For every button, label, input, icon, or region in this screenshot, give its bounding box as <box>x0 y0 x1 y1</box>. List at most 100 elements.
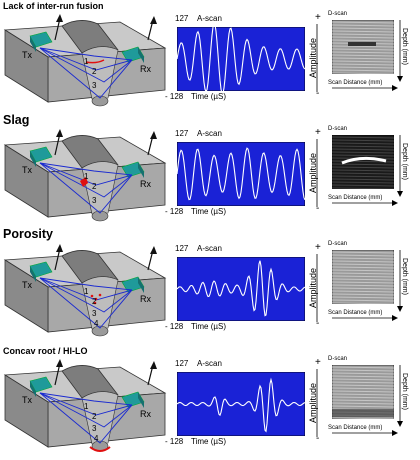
amplitude-minus-label: - <box>316 433 320 444</box>
ascan-max-label: 127 <box>175 14 189 23</box>
ascan-min-label: - 128 <box>165 437 184 446</box>
tx-label: Tx <box>22 395 32 405</box>
ascan-min-label: - 128 <box>165 322 184 331</box>
defect-marker <box>85 59 105 64</box>
amplitude-minus-label: - <box>316 203 320 214</box>
amplitude-arrow <box>316 139 318 207</box>
ascan-time-axis-label: Time (µS) <box>191 207 226 216</box>
tx-probe <box>29 146 53 167</box>
rx-label: Rx <box>140 64 151 74</box>
ascan-max-label: 127 <box>175 129 189 138</box>
dscan-axes-arrows <box>332 135 403 206</box>
weld-block-diagram: Tx Rx 12 3 <box>3 14 167 107</box>
amplitude-plus-label: + <box>315 12 321 23</box>
weld-block-diagram: Tx Rx 12 34 <box>3 359 167 452</box>
tx-probe <box>29 376 53 397</box>
beam-path-number: 1 <box>84 172 89 181</box>
beam-path-number: 2 <box>92 297 97 306</box>
a-scan-waveform <box>177 372 305 436</box>
beam-paths <box>39 162 133 214</box>
tx-probe <box>29 31 53 52</box>
defect-title: Lack of inter-run fusion <box>3 1 104 11</box>
amplitude-plus-label: + <box>315 357 321 368</box>
defect-row: Lack of inter-run fusion Tx Rx 1 2 3 127 A-scan… <box>0 0 420 115</box>
d-scan-panel: D-scan Depth (mm) Scan Distance (mm) <box>328 11 420 107</box>
ascan-time-axis-label: Time (µS) <box>191 322 226 331</box>
dscan-title: D-scan <box>328 126 348 132</box>
beam-path-number: 2 <box>92 412 97 421</box>
beam-path-number: 1 <box>84 57 89 66</box>
dscan-axes-arrows <box>332 250 403 321</box>
dscan-title: D-scan <box>328 356 348 362</box>
rx-label: Rx <box>140 294 151 304</box>
a-scan-panel: 127 A-scan - 128 Time (µS) Amplitude + - <box>165 127 325 228</box>
rx-probe <box>121 46 145 63</box>
weld-block-diagram: Tx Rx 12 3 <box>3 129 167 222</box>
defect-row: Concav root / HI-LO Tx Rx 1 2 3 4 127 A-scan - 12… <box>0 345 420 460</box>
rx-probe <box>121 161 145 178</box>
d-scan-panel: D-scan Depth (mm) Scan Distance (mm) <box>328 126 420 222</box>
tx-probe <box>29 261 53 282</box>
dscan-title: D-scan <box>328 11 348 17</box>
d-scan-image <box>332 365 394 419</box>
beam-path-number: 1 <box>84 287 89 296</box>
beam-path-number: 4 <box>94 319 99 328</box>
ascan-title: A-scan <box>197 359 222 368</box>
beam-path-number: 1 <box>84 402 89 411</box>
beam-path-number: 4 <box>94 434 99 443</box>
defect-row: Porosity Tx Rx 1 2 3 4 127 A-scan - 128 Time (µS) A… <box>0 227 420 345</box>
amplitude-plus-label: + <box>315 127 321 138</box>
d-scan-image <box>332 250 394 304</box>
ascan-title: A-scan <box>197 244 222 253</box>
tx-label: Tx <box>22 50 32 60</box>
amplitude-minus-label: - <box>316 318 320 329</box>
defect-title: Concav root / HI-LO <box>3 346 88 356</box>
a-scan-waveform <box>177 27 305 91</box>
weld-block-diagram: Tx Rx 12 34 <box>3 244 167 337</box>
d-scan-panel: D-scan Depth (mm) Scan Distance (mm) <box>328 356 420 452</box>
beam-paths <box>39 392 133 444</box>
rx-probe <box>121 276 145 293</box>
ascan-title: A-scan <box>197 129 222 138</box>
a-scan-panel: 127 A-scan - 128 Time (µS) Amplitude + - <box>165 12 325 113</box>
dscan-axes-arrows <box>332 365 403 436</box>
amplitude-plus-label: + <box>315 242 321 253</box>
defect-title: Porosity <box>3 227 54 241</box>
d-scan-image <box>332 20 394 74</box>
d-scan-panel: D-scan Depth (mm) Scan Distance (mm) <box>328 241 420 337</box>
a-scan-panel: 127 A-scan - 128 Time (µS) Amplitude + - <box>165 242 325 343</box>
beam-path-number: 3 <box>92 196 97 205</box>
ascan-max-label: 127 <box>175 244 189 253</box>
rx-probe <box>121 391 145 408</box>
tx-label: Tx <box>22 280 32 290</box>
beam-path-number: 3 <box>92 81 97 90</box>
d-scan-image <box>332 135 394 189</box>
amplitude-arrow <box>316 369 318 437</box>
beam-paths <box>39 47 133 99</box>
beam-path-number: 2 <box>92 182 97 191</box>
defect-marker <box>90 293 102 305</box>
a-scan-panel: 127 A-scan - 128 Time (µS) Amplitude + - <box>165 357 325 458</box>
dscan-axes-arrows <box>332 20 403 91</box>
ascan-time-axis-label: Time (µS) <box>191 92 226 101</box>
dscan-distance-axis-label: Scan Distance (mm) <box>328 80 383 86</box>
ascan-max-label: 127 <box>175 359 189 368</box>
amplitude-arrow <box>316 24 318 92</box>
beam-path-number: 2 <box>92 67 97 76</box>
dscan-distance-axis-label: Scan Distance (mm) <box>328 425 383 431</box>
a-scan-waveform <box>177 142 305 206</box>
defect-marker <box>89 446 111 452</box>
ascan-title: A-scan <box>197 14 222 23</box>
defect-marker <box>80 177 88 187</box>
dscan-title: D-scan <box>328 241 348 247</box>
rx-label: Rx <box>140 179 151 189</box>
a-scan-waveform <box>177 257 305 321</box>
dscan-distance-axis-label: Scan Distance (mm) <box>328 310 383 316</box>
ascan-min-label: - 128 <box>165 207 184 216</box>
beam-path-number: 3 <box>92 309 97 318</box>
defect-row: Slag Tx Rx 1 2 3 127 A-scan - 128 Time (µS) Amplit… <box>0 113 420 230</box>
ascan-min-label: - 128 <box>165 92 184 101</box>
amplitude-arrow <box>316 254 318 322</box>
defect-title: Slag <box>3 113 30 127</box>
tx-label: Tx <box>22 165 32 175</box>
